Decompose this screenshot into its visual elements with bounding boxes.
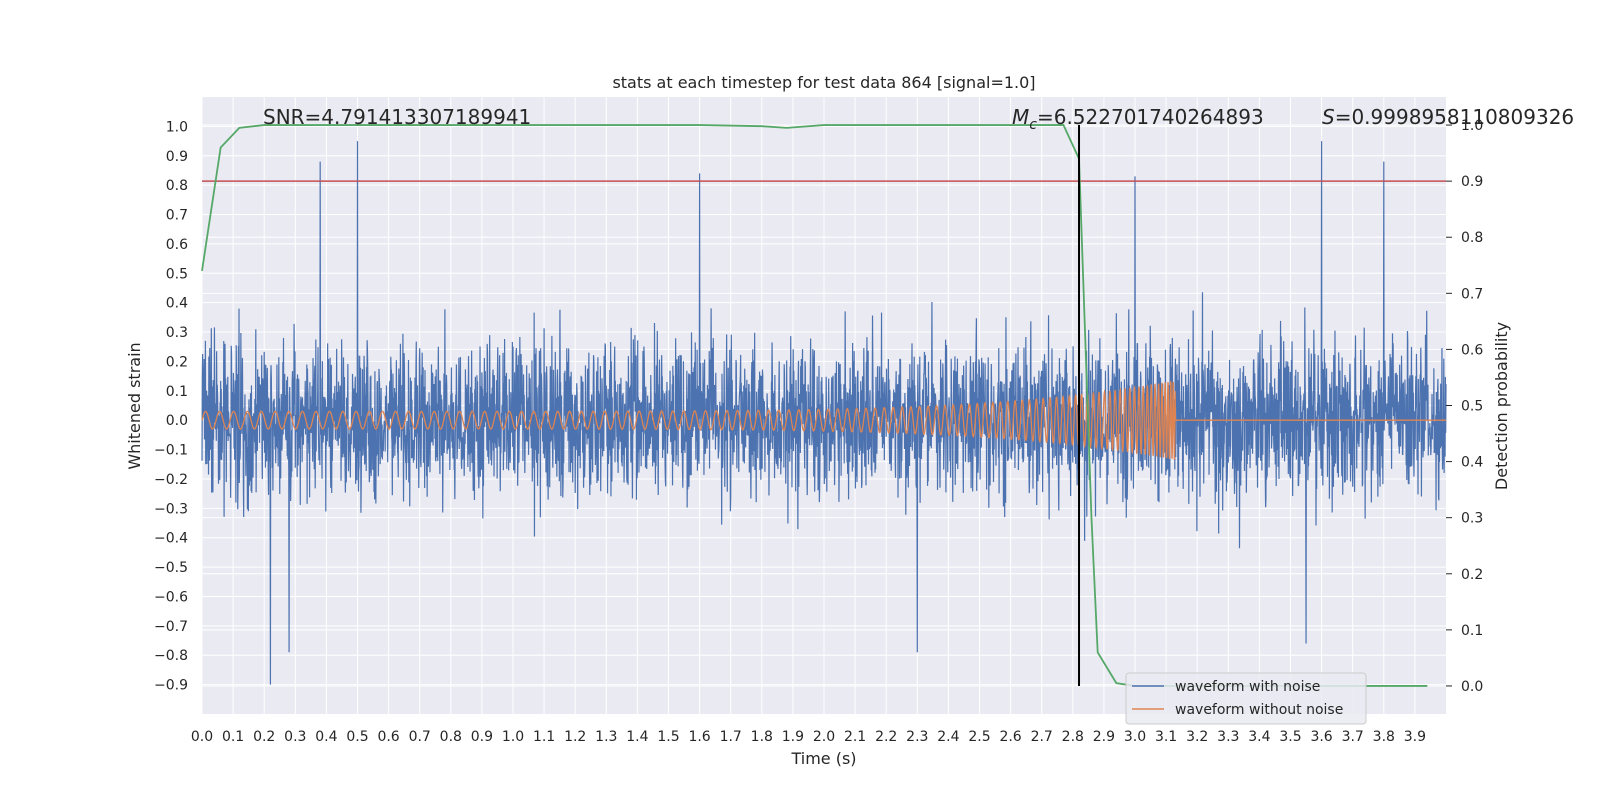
y-tick-label: 0.6 bbox=[166, 237, 188, 253]
x-tick-label: 1.2 bbox=[564, 729, 586, 745]
x-tick-label: 1.8 bbox=[751, 729, 773, 745]
x-tick-label: 0.4 bbox=[315, 729, 337, 745]
legend: waveform with noise waveform without noi… bbox=[1125, 672, 1367, 725]
noise-trace bbox=[201, 141, 1447, 685]
x-tick-label: 2.1 bbox=[844, 729, 866, 745]
x-tick-label: 0.5 bbox=[346, 729, 368, 745]
x-tick-label: 1.9 bbox=[782, 729, 804, 745]
x-tick-label: 2.2 bbox=[875, 729, 897, 745]
chirp-mass-value: =6.522701740264893 bbox=[1037, 105, 1264, 129]
x-tick-label: 2.8 bbox=[1062, 729, 1084, 745]
x-tick-label: 1.7 bbox=[720, 729, 742, 745]
x-tick-label: 2.3 bbox=[906, 729, 928, 745]
x-tick-label: 1.4 bbox=[626, 729, 648, 745]
y2-tick-label: 0.3 bbox=[1461, 511, 1483, 527]
y2-tick-label: 1.0 bbox=[1461, 118, 1483, 134]
x-tick-label: 0.8 bbox=[440, 729, 462, 745]
y2-tick-label: 0.7 bbox=[1461, 286, 1483, 302]
score-annotation: S=0.9998958110809326 bbox=[1322, 105, 1574, 129]
x-tick-label: 1.5 bbox=[657, 729, 679, 745]
y-tick-label: 0.8 bbox=[166, 178, 188, 194]
chirp-mass-subscript: c bbox=[1029, 117, 1037, 133]
x-tick-label: 1.0 bbox=[502, 729, 524, 745]
y-tick-label: −0.8 bbox=[154, 648, 188, 664]
series-waveform-without-noise bbox=[201, 380, 1446, 460]
y-tick-label: 0.4 bbox=[166, 296, 188, 312]
y-tick-label: −0.4 bbox=[154, 531, 188, 547]
y-tick-label: −0.7 bbox=[154, 619, 188, 635]
y-tick-label: 0.7 bbox=[166, 208, 188, 224]
x-tick-labels: 0.0 0.1 0.2 0.3 0.4 0.5 0.6 0.7 0.8 0.9 1.0 1.1 1.2 1… bbox=[191, 729, 1426, 745]
y-tick-label: −0.6 bbox=[154, 589, 188, 605]
x-tick-label: 2.7 bbox=[1031, 729, 1053, 745]
x-tick-label: 3.2 bbox=[1186, 729, 1208, 745]
y2-tick-label: 0.4 bbox=[1461, 455, 1483, 471]
legend-label-noise: waveform with noise bbox=[1175, 679, 1320, 695]
score-value: =0.9998958110809326 bbox=[1335, 105, 1574, 129]
x-tick-label: 3.8 bbox=[1373, 729, 1395, 745]
y2-tick-label: 0.0 bbox=[1461, 679, 1483, 695]
score-symbol: S bbox=[1322, 105, 1335, 129]
y2-tick-label: 0.5 bbox=[1461, 399, 1483, 415]
x-tick-label: 0.3 bbox=[284, 729, 306, 745]
x-tick-label: 0.6 bbox=[377, 729, 399, 745]
y2-tick-label: 0.2 bbox=[1461, 567, 1483, 583]
y-tick-labels: 1.0 0.9 0.8 0.7 0.6 0.5 0.4 0.3 0.2 0.1 0.0 −0.1 −0.… bbox=[154, 119, 188, 693]
y-tick-label: 0.3 bbox=[166, 325, 188, 341]
y-tick-label: 0.5 bbox=[166, 266, 188, 282]
x-tick-label: 3.1 bbox=[1155, 729, 1177, 745]
x-tick-label: 3.4 bbox=[1248, 729, 1270, 745]
legend-label-clean: waveform without noise bbox=[1175, 702, 1343, 718]
y2-tick-label: 0.9 bbox=[1461, 174, 1483, 190]
legend-box bbox=[1125, 672, 1367, 725]
chart-title: stats at each timestep for test data 864… bbox=[612, 73, 1035, 92]
x-tick-label: 3.6 bbox=[1310, 729, 1332, 745]
x-tick-label: 2.9 bbox=[1093, 729, 1115, 745]
x-axis-label: Time (s) bbox=[790, 749, 856, 768]
x-tick-label: 1.3 bbox=[595, 729, 617, 745]
y2-tick-label: 0.1 bbox=[1461, 623, 1483, 639]
x-tick-label: 1.1 bbox=[533, 729, 555, 745]
x-tick-label: 0.9 bbox=[471, 729, 493, 745]
y2-tick-labels: 1.0 0.9 0.8 0.7 0.6 0.5 0.4 0.3 0.2 0.1 0.0 bbox=[1446, 118, 1483, 695]
clean-trace bbox=[201, 380, 1446, 460]
x-tick-label: 3.3 bbox=[1217, 729, 1239, 745]
x-tick-label: 2.5 bbox=[968, 729, 990, 745]
x-tick-label: 0.1 bbox=[222, 729, 244, 745]
y2-tick-label: 0.8 bbox=[1461, 230, 1483, 246]
y-tick-label: −0.3 bbox=[154, 501, 188, 517]
y2-tick-label: 0.6 bbox=[1461, 342, 1483, 358]
x-tick-label: 0.7 bbox=[409, 729, 431, 745]
x-tick-label: 2.4 bbox=[937, 729, 959, 745]
x-tick-label: 2.6 bbox=[999, 729, 1021, 745]
y-tick-label: 0.9 bbox=[166, 149, 188, 165]
chirp-mass-annotation: Mc=6.522701740264893 bbox=[1012, 105, 1264, 133]
x-tick-label: 2.0 bbox=[813, 729, 835, 745]
x-tick-label: 3.0 bbox=[1124, 729, 1146, 745]
y-tick-label: 0.1 bbox=[166, 384, 188, 400]
x-tick-label: 3.9 bbox=[1404, 729, 1426, 745]
y-tick-label: −0.9 bbox=[154, 678, 188, 694]
snr-annotation: SNR=4.791413307189941 bbox=[263, 105, 531, 129]
x-tick-label: 3.7 bbox=[1342, 729, 1364, 745]
x-tick-label: 1.6 bbox=[688, 729, 710, 745]
y-tick-label: −0.2 bbox=[154, 472, 188, 488]
y-axis-label: Whitened strain bbox=[125, 342, 144, 469]
y2-axis-label: Detection probability bbox=[1492, 322, 1511, 490]
y-tick-label: 1.0 bbox=[166, 119, 188, 135]
x-tick-label: 3.5 bbox=[1279, 729, 1301, 745]
y-tick-label: 0.2 bbox=[166, 354, 188, 370]
y-tick-label: −0.5 bbox=[154, 560, 188, 576]
chirp-mass-symbol: M bbox=[1012, 105, 1029, 129]
x-tick-label: 0.0 bbox=[191, 729, 213, 745]
y-tick-label: 0.0 bbox=[166, 413, 188, 429]
x-tick-label: 0.2 bbox=[253, 729, 275, 745]
y-tick-label: −0.1 bbox=[154, 443, 188, 459]
series-waveform-with-noise bbox=[201, 141, 1447, 685]
